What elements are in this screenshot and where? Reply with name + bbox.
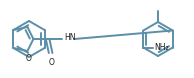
Text: NH₂: NH₂ bbox=[154, 43, 169, 52]
Text: O: O bbox=[25, 54, 31, 63]
Text: O: O bbox=[48, 58, 54, 67]
Text: HN: HN bbox=[64, 33, 76, 43]
